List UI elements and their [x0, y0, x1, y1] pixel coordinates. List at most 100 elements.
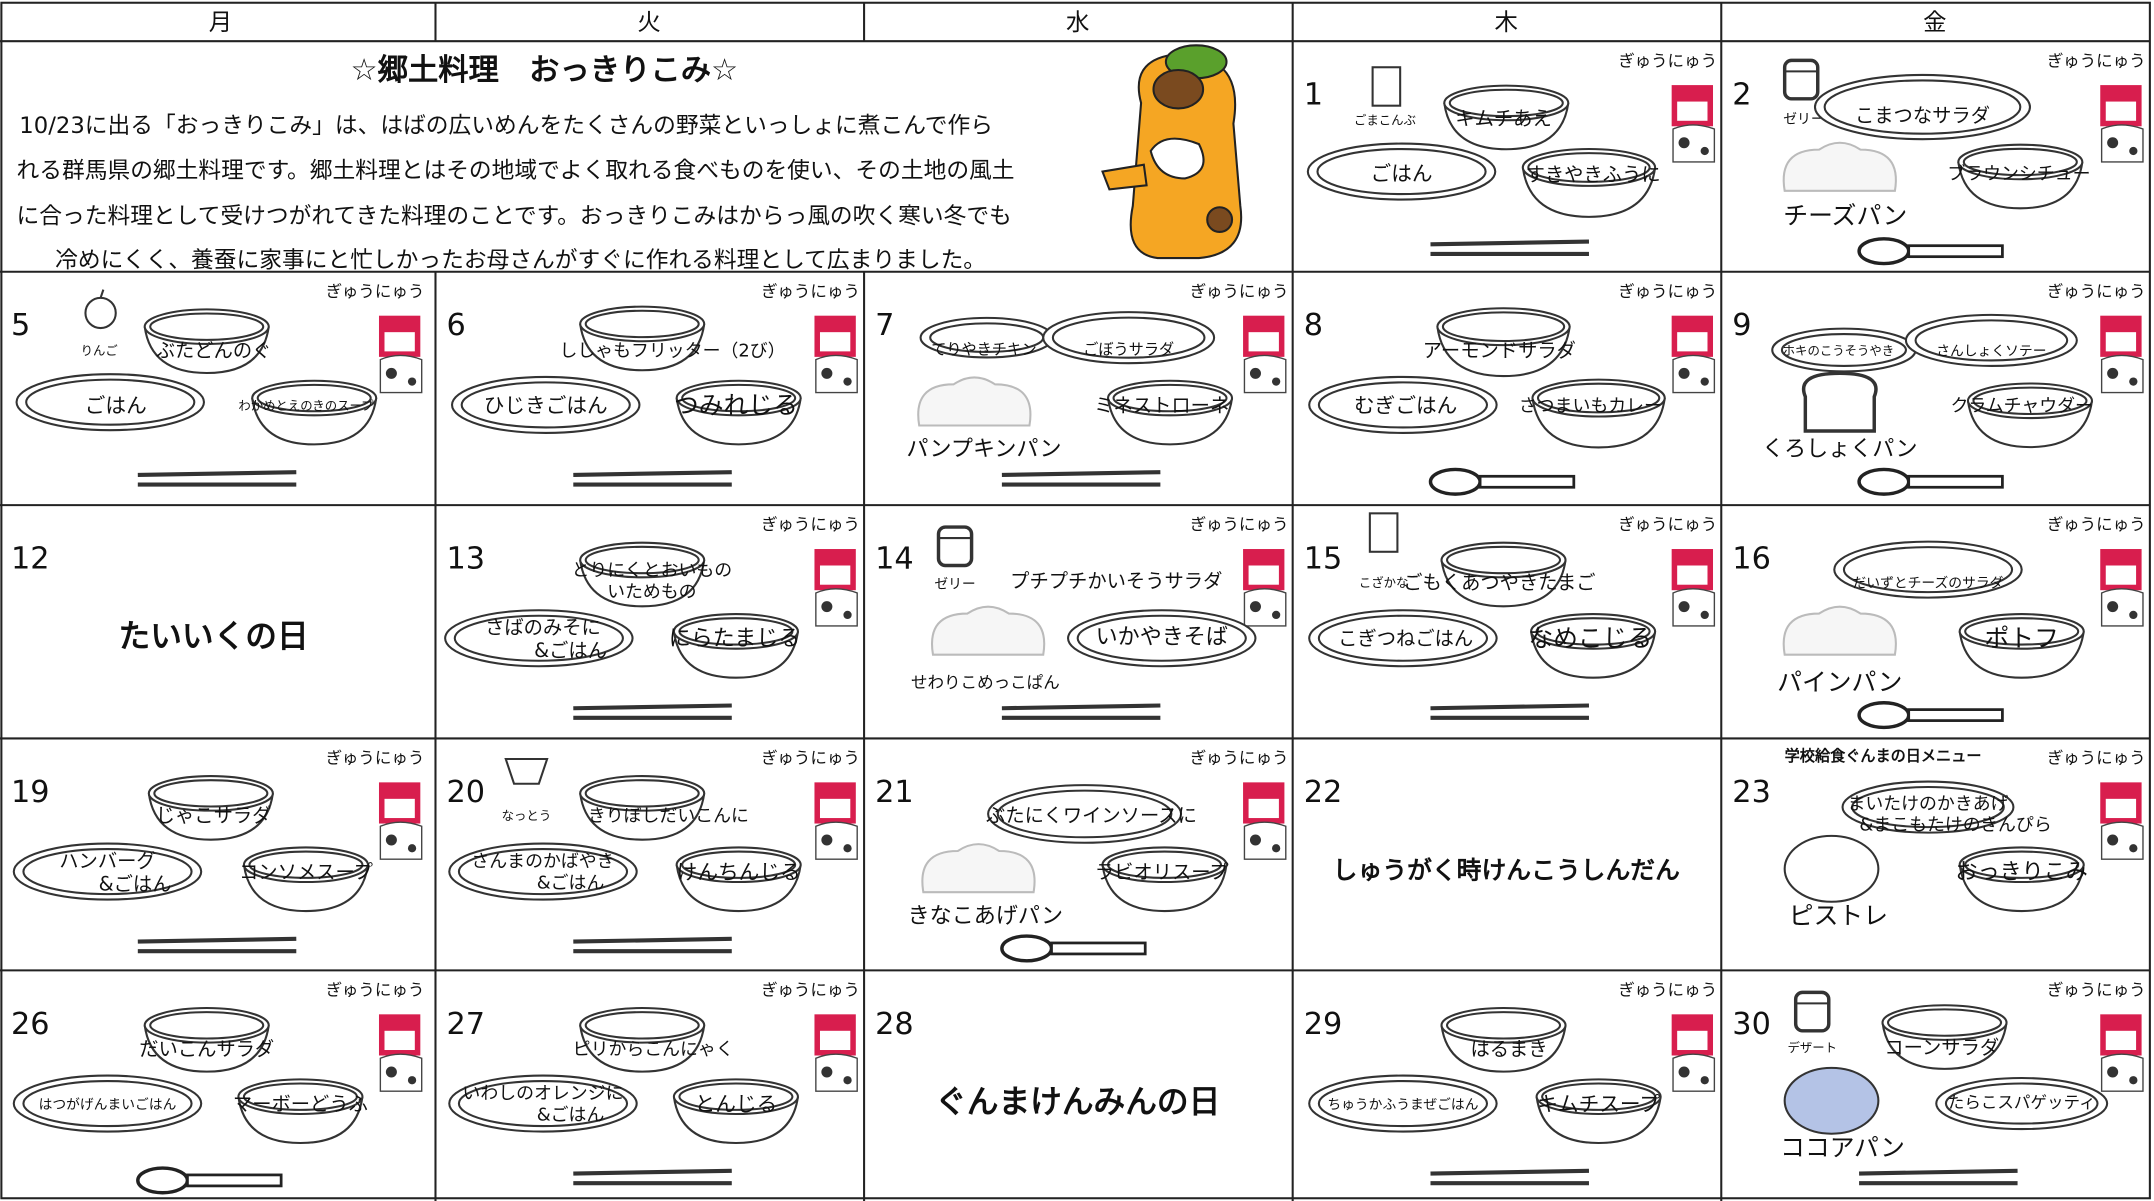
bowl-rim — [579, 305, 706, 343]
plate-inner — [1317, 614, 1489, 662]
spoon — [1857, 467, 1911, 496]
dish: つみれじる — [674, 390, 798, 419]
event: ぐんまけんみんの日 — [935, 1085, 1220, 1121]
chopstick — [573, 936, 732, 944]
milk-cow-spot — [407, 844, 417, 853]
dish: けんちんじる — [677, 860, 801, 884]
dish: ブラウンシチュー — [1947, 162, 2090, 184]
bread — [931, 605, 1046, 656]
dish: ちゅうかふうまぜごはん — [1327, 1097, 1478, 1113]
plate — [1841, 780, 2015, 834]
spoon — [1428, 467, 1482, 496]
intro-title: ☆郷土料理 おっきりこみ☆ — [350, 53, 738, 88]
dish: ミネストローネ — [1094, 394, 1229, 417]
bowl-rim — [1530, 613, 1657, 650]
milk-carton-label — [2105, 798, 2137, 819]
plate-inner — [1051, 316, 1206, 359]
milk-label: ぎゅうにゅう — [761, 749, 860, 768]
milk-cow-spot — [1249, 601, 1261, 613]
dish: ピリからこんにゃく — [573, 1039, 734, 1060]
milk-cow-spot — [2107, 834, 2119, 846]
milk-label: ぎゅうにゅう — [2047, 282, 2146, 301]
icon — [1782, 58, 1820, 101]
plate-inner — [1317, 1080, 1489, 1128]
mascot — [1101, 44, 1243, 260]
bowl-rim-inner — [1106, 850, 1223, 879]
milk-label: ぎゅうにゅう — [761, 515, 860, 534]
date: 8 — [1304, 308, 1323, 343]
bowl-rim — [1531, 378, 1666, 418]
milk-cow-spot — [407, 1076, 417, 1085]
chopstick — [137, 936, 297, 944]
chopstick — [1430, 1168, 1590, 1176]
bowl-rim-inner — [1441, 311, 1566, 343]
dish: だいずとチーズのサラダ — [1853, 575, 2004, 591]
dish: キムチスープ — [1537, 1092, 1660, 1116]
date: 1 — [1304, 78, 1323, 113]
date: 9 — [1732, 308, 1751, 343]
icon — [1793, 990, 1831, 1033]
dish: ゼリー — [1783, 111, 1824, 127]
day-cell: 28 ぐんまけんみんの日 — [875, 1007, 1220, 1121]
bowl-rim-inner — [1112, 383, 1228, 413]
date: 19 — [11, 775, 50, 810]
dish: ピストレ — [1789, 901, 1888, 930]
milk-cow-spot — [2107, 367, 2119, 379]
bowl-rim — [1521, 147, 1657, 187]
bowl-rim-inner — [1541, 1082, 1657, 1111]
milk-cow-spot — [1249, 367, 1261, 379]
milk-cow-spot — [843, 1076, 852, 1085]
spoon-handle — [186, 1173, 283, 1188]
bowl-rim-inner — [1535, 617, 1651, 646]
plate-inner — [460, 381, 631, 429]
dish: コーンサラダ — [1884, 1036, 1999, 1059]
date: 14 — [875, 542, 914, 577]
plate — [1308, 609, 1498, 668]
milk-carton-label — [1248, 798, 1279, 819]
dish: &ごはん — [99, 873, 172, 896]
dish: なっとう — [502, 809, 552, 823]
bowl-rim-inner — [1445, 545, 1562, 575]
bread — [917, 376, 1032, 427]
milk-cow-spot — [1249, 834, 1261, 846]
bowl-rim-inner — [678, 1082, 794, 1111]
plate — [15, 373, 205, 432]
bowl-rim-inner — [584, 545, 700, 575]
plate — [12, 1074, 203, 1133]
plate-inner — [25, 378, 196, 426]
icon — [84, 296, 117, 330]
bowl-rim-inner — [1964, 617, 2080, 646]
bowl-rim — [1101, 846, 1228, 884]
bread — [1782, 605, 1897, 656]
dish: ひじきごはん — [484, 393, 608, 417]
dish: デザート — [1787, 1040, 1837, 1055]
milk-label: ぎゅうにゅう — [2047, 515, 2146, 534]
plate — [444, 609, 634, 668]
dish: とりにくとおいもの — [571, 560, 732, 581]
spoon-handle — [1050, 941, 1147, 956]
date: 6 — [447, 308, 466, 343]
dish: ラビオリスープ — [1095, 860, 1229, 883]
dish: くろしょくパン — [1762, 437, 1917, 462]
dish: むぎごはん — [1354, 393, 1457, 417]
bowl-rim-inner — [1886, 1008, 2003, 1037]
milk-cow-spot — [843, 377, 852, 386]
dish: こまつなサラダ — [1855, 104, 1990, 127]
bowl-rim — [147, 775, 274, 812]
dish: いためもの — [607, 581, 696, 602]
day-cell: 12 たいいくの日 — [11, 542, 309, 656]
dish: さんしょくソテー — [1936, 343, 2046, 359]
bowl-rim — [237, 1078, 364, 1116]
bowl-rim-inner — [256, 383, 372, 413]
chopstick — [1430, 703, 1590, 711]
menu-note: 学校給食ぐんまの日メニュー — [1785, 747, 1982, 765]
plate — [1935, 1076, 2109, 1131]
milk-cow-spot — [1678, 1066, 1690, 1078]
milk-cow-spot — [2107, 137, 2119, 149]
